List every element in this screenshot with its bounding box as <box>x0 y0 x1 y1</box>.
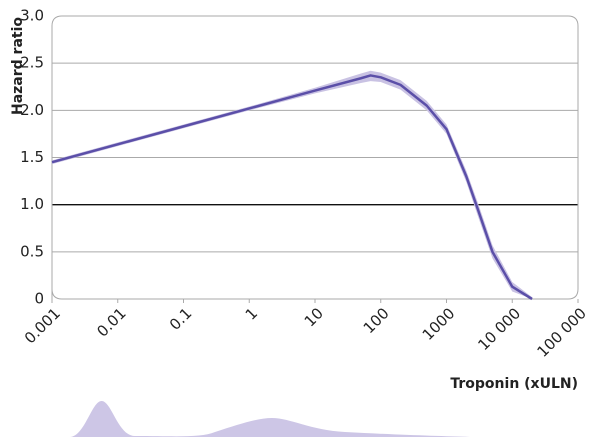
x-tick-label: 0.1 <box>166 304 196 334</box>
plot-frame <box>51 15 579 300</box>
y-axis-title: Hazard ratio <box>10 17 26 115</box>
x-tick-label: 1 <box>242 304 261 323</box>
x-tick-label: 100 000 <box>533 304 589 361</box>
confidence-band <box>52 70 533 299</box>
y-tick-label: 0 <box>34 290 44 308</box>
x-tick-label: 0.001 <box>21 304 64 347</box>
x-tick-label: 0.01 <box>93 304 129 340</box>
x-tick-label: 1000 <box>419 304 459 344</box>
y-tick-label: 0.5 <box>20 242 44 260</box>
distribution-shape <box>70 400 470 437</box>
x-tick-label: 10 000 <box>474 304 524 354</box>
y-tick-label: 2.5 <box>20 54 44 72</box>
y-tick-label: 1.0 <box>20 195 44 213</box>
x-tick-label: 100 <box>360 304 393 337</box>
y-tick-label: 3.0 <box>20 7 44 25</box>
y-tick-label: 1.5 <box>20 148 44 166</box>
hazard-line <box>51 74 533 301</box>
y-tick-label: 2.0 <box>20 101 44 119</box>
x-tick-label: 10 <box>301 304 327 330</box>
x-axis-title: Troponin (xULN) <box>450 376 578 392</box>
